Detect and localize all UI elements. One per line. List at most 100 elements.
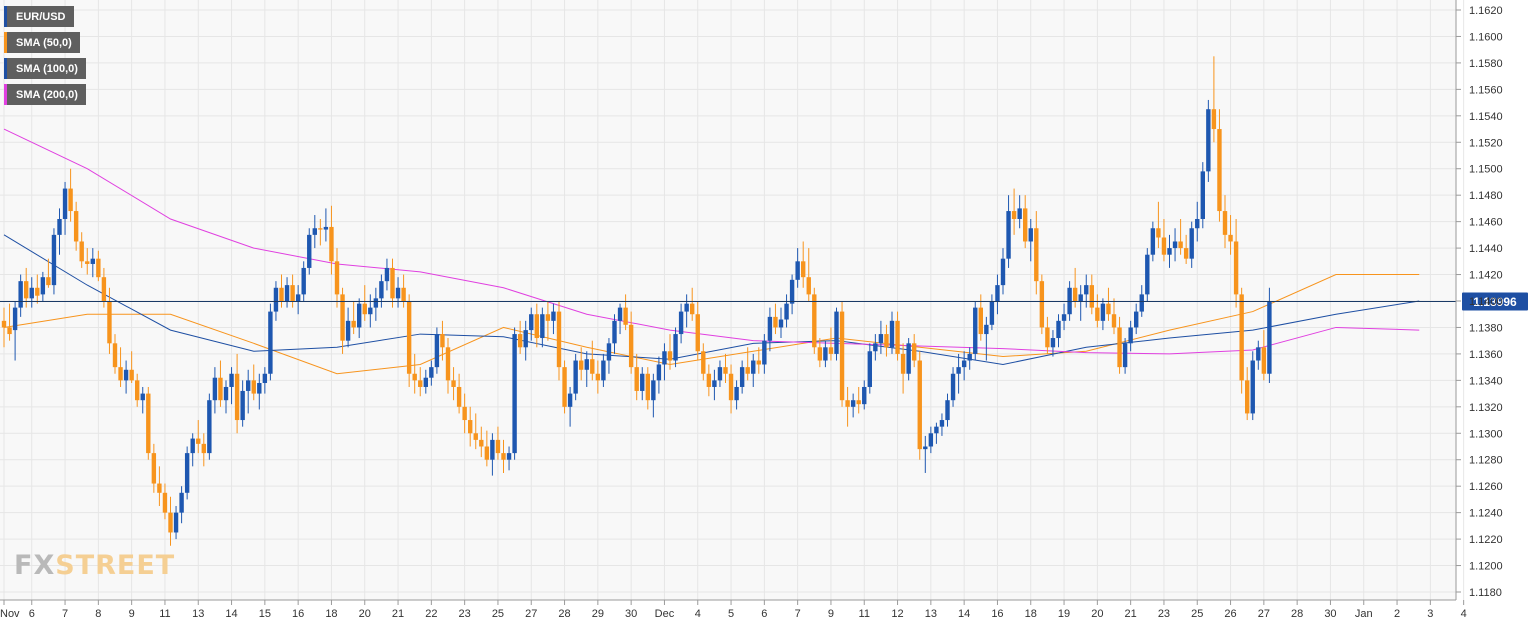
candle-body <box>279 287 284 301</box>
candle-body <box>1050 338 1056 348</box>
candle-body <box>423 377 428 387</box>
candle-body <box>873 343 878 352</box>
candle-body <box>412 373 417 381</box>
fxstreet-logo: FXSTREET <box>14 552 175 579</box>
logo-part-street: STREET <box>55 550 176 581</box>
x-tick-label: 16 <box>292 608 304 620</box>
candle-body <box>1117 327 1122 368</box>
candle-body <box>956 367 961 374</box>
candle-body <box>1011 211 1017 219</box>
sma-lines <box>3 128 1420 375</box>
candle-body <box>756 360 761 365</box>
candle-body <box>1100 303 1106 321</box>
legend-item-sma100[interactable]: SMA (100,0) <box>4 58 86 79</box>
x-tick-label: 5 <box>728 608 734 620</box>
candle-body <box>123 369 129 381</box>
candle-body <box>162 492 168 513</box>
y-tick-label: 1.1320 <box>1469 402 1503 414</box>
x-tick-label: 30 <box>625 608 637 620</box>
y-tick-label: 1.1460 <box>1469 217 1503 229</box>
x-tick-label: 26 <box>1224 608 1236 620</box>
candle-body <box>179 492 184 513</box>
candle-body <box>1228 234 1233 242</box>
candle-body <box>1017 208 1022 219</box>
x-tick-label: 30 <box>1324 608 1336 620</box>
legend-item-eurusd[interactable]: EUR/USD <box>4 6 74 27</box>
candle-body <box>900 353 906 374</box>
candle-body <box>712 380 717 387</box>
sma50-line <box>3 274 1420 375</box>
candle-body <box>107 301 112 344</box>
candle-body <box>18 281 23 308</box>
y-tick-label: 1.1540 <box>1469 111 1503 123</box>
candle-body <box>1189 228 1194 259</box>
candle-body <box>290 285 295 301</box>
candle-body <box>595 373 601 381</box>
candle-body <box>90 258 95 264</box>
candle-body <box>784 303 789 320</box>
legend-swatch <box>4 58 7 79</box>
candle-body <box>340 294 345 341</box>
candle-body <box>101 277 107 301</box>
candle-body <box>1178 241 1183 249</box>
candle-body <box>351 320 356 328</box>
axes: 1.1180 1.1200 1.1220 1.1240 1.1260 1.1280 1.13… <box>0 0 1503 620</box>
candle-body <box>301 267 306 295</box>
candle-body <box>889 320 895 348</box>
candle-body <box>850 400 856 407</box>
legend-item-sma50[interactable]: SMA (50,0) <box>4 32 80 53</box>
plot-area <box>0 0 1456 600</box>
candle-body <box>445 347 451 381</box>
x-tick-label: Dec <box>655 608 675 620</box>
candle-body <box>706 373 712 387</box>
candle-body <box>1 320 7 328</box>
candle-body <box>506 453 512 460</box>
candle-body <box>190 438 195 454</box>
sma100-line <box>3 234 1420 365</box>
x-tick-label: Nov <box>0 608 20 620</box>
candle-body <box>273 287 279 312</box>
candle-body <box>667 351 673 361</box>
candle-body <box>562 367 567 407</box>
candle-body <box>96 258 101 278</box>
candle-body <box>806 277 811 295</box>
candle-body <box>434 334 440 368</box>
candle-body <box>862 386 867 405</box>
candle-body <box>1134 311 1139 328</box>
candle-body <box>928 433 934 447</box>
legend-item-sma200[interactable]: SMA (200,0) <box>4 84 86 105</box>
candle-body <box>151 453 157 484</box>
candle-body <box>329 226 334 262</box>
candle-body <box>240 390 245 421</box>
x-tick-label: 19 <box>1058 608 1070 620</box>
current-price-marker: 1.13996 <box>0 292 1528 311</box>
candle-body <box>961 360 967 368</box>
candle-body <box>895 320 900 354</box>
candle-body <box>984 324 989 335</box>
x-tick-label: 27 <box>525 608 537 620</box>
candle-body <box>501 453 506 460</box>
candle-body <box>906 343 911 374</box>
candle-body <box>773 316 778 328</box>
candle-body <box>1084 285 1089 295</box>
x-tick-label: 11 <box>159 608 170 620</box>
candle-body <box>1095 307 1100 321</box>
candle-body <box>357 303 362 328</box>
candle-body <box>456 386 462 407</box>
y-tick-label: 1.1240 <box>1469 508 1503 520</box>
candle-body <box>218 377 223 401</box>
candle-body <box>834 311 839 354</box>
candle-body <box>1078 294 1083 301</box>
y-tick-label: 1.1200 <box>1469 561 1503 573</box>
x-tick-label: 3 <box>1427 608 1433 620</box>
candle-body <box>623 307 628 325</box>
candle-body <box>1111 314 1117 328</box>
candle-body <box>801 261 806 278</box>
candle-body <box>684 303 689 312</box>
candle-body <box>723 367 728 374</box>
candle-body <box>140 393 145 401</box>
candle-body <box>384 267 390 282</box>
candle-body <box>35 287 40 296</box>
